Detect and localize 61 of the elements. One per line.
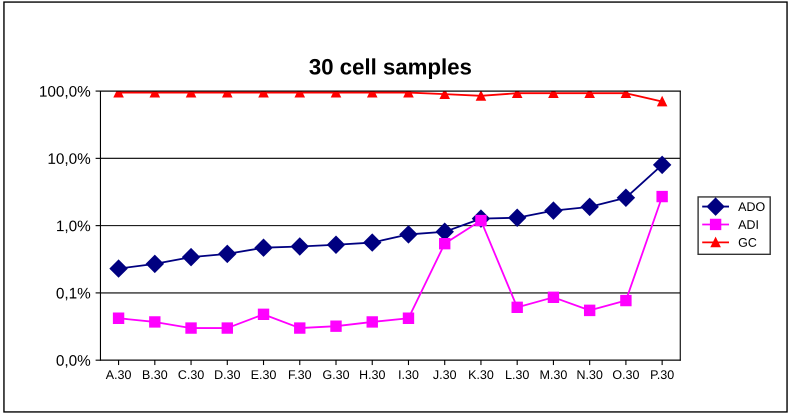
point	[254, 238, 272, 257]
x-tick-label: L.30	[506, 370, 529, 380]
point	[656, 190, 668, 202]
point	[544, 202, 562, 220]
point	[548, 91, 558, 98]
point	[294, 322, 306, 334]
x-tick-label: B.30	[142, 370, 168, 380]
x-tick-label: G.30	[323, 370, 350, 380]
point	[621, 91, 631, 98]
y-tick-label: 10,0%	[48, 153, 90, 166]
y-tick-label: 1,0%	[57, 220, 90, 234]
point	[400, 225, 418, 244]
point	[110, 260, 128, 278]
x-tick-label: J.30	[433, 370, 456, 380]
point	[584, 304, 596, 316]
point	[222, 322, 233, 334]
point	[218, 244, 236, 263]
point	[149, 316, 161, 328]
y-tick-label: 0,0%	[56, 355, 90, 368]
x-tick-label: I.30	[399, 370, 418, 380]
point	[511, 302, 523, 314]
x-tick-label: M.30	[540, 370, 567, 380]
point	[620, 294, 632, 306]
point	[366, 316, 378, 328]
x-tick-label: F.30	[288, 370, 312, 380]
x-tick-label: P.30	[651, 370, 674, 380]
chart-title: 30 cell samples	[309, 58, 471, 80]
x-tick-label: E.30	[252, 370, 276, 380]
x-tick-label: O.30	[612, 370, 639, 380]
y-tick-label: 100,0%	[40, 86, 90, 99]
point	[182, 248, 200, 266]
x-tick-label: C.30	[178, 370, 204, 380]
point	[402, 312, 414, 324]
legend-label: ADI	[738, 220, 758, 229]
point	[258, 308, 270, 320]
x-tick-label: D.30	[215, 370, 240, 380]
point	[508, 208, 526, 227]
point	[584, 91, 595, 98]
point	[146, 254, 164, 273]
point	[657, 96, 668, 106]
point	[327, 236, 345, 254]
point	[653, 156, 672, 174]
point	[439, 238, 450, 250]
point	[512, 91, 522, 98]
point	[112, 312, 124, 324]
point	[185, 322, 197, 334]
x-tick-label: K.30	[469, 370, 494, 380]
point	[476, 91, 486, 101]
point	[548, 292, 560, 304]
point	[363, 234, 382, 252]
point	[330, 320, 342, 332]
x-tick-label: N.30	[577, 370, 602, 380]
point	[440, 91, 450, 100]
point	[290, 238, 309, 256]
point	[616, 188, 635, 207]
legend-label: ADO	[738, 202, 765, 212]
y-tick-label: 0,1%	[56, 288, 90, 300]
point	[580, 198, 599, 216]
x-tick-label: H.30	[360, 370, 385, 380]
x-tick-label: A.30	[106, 370, 131, 380]
legend-label: GC	[738, 238, 756, 247]
